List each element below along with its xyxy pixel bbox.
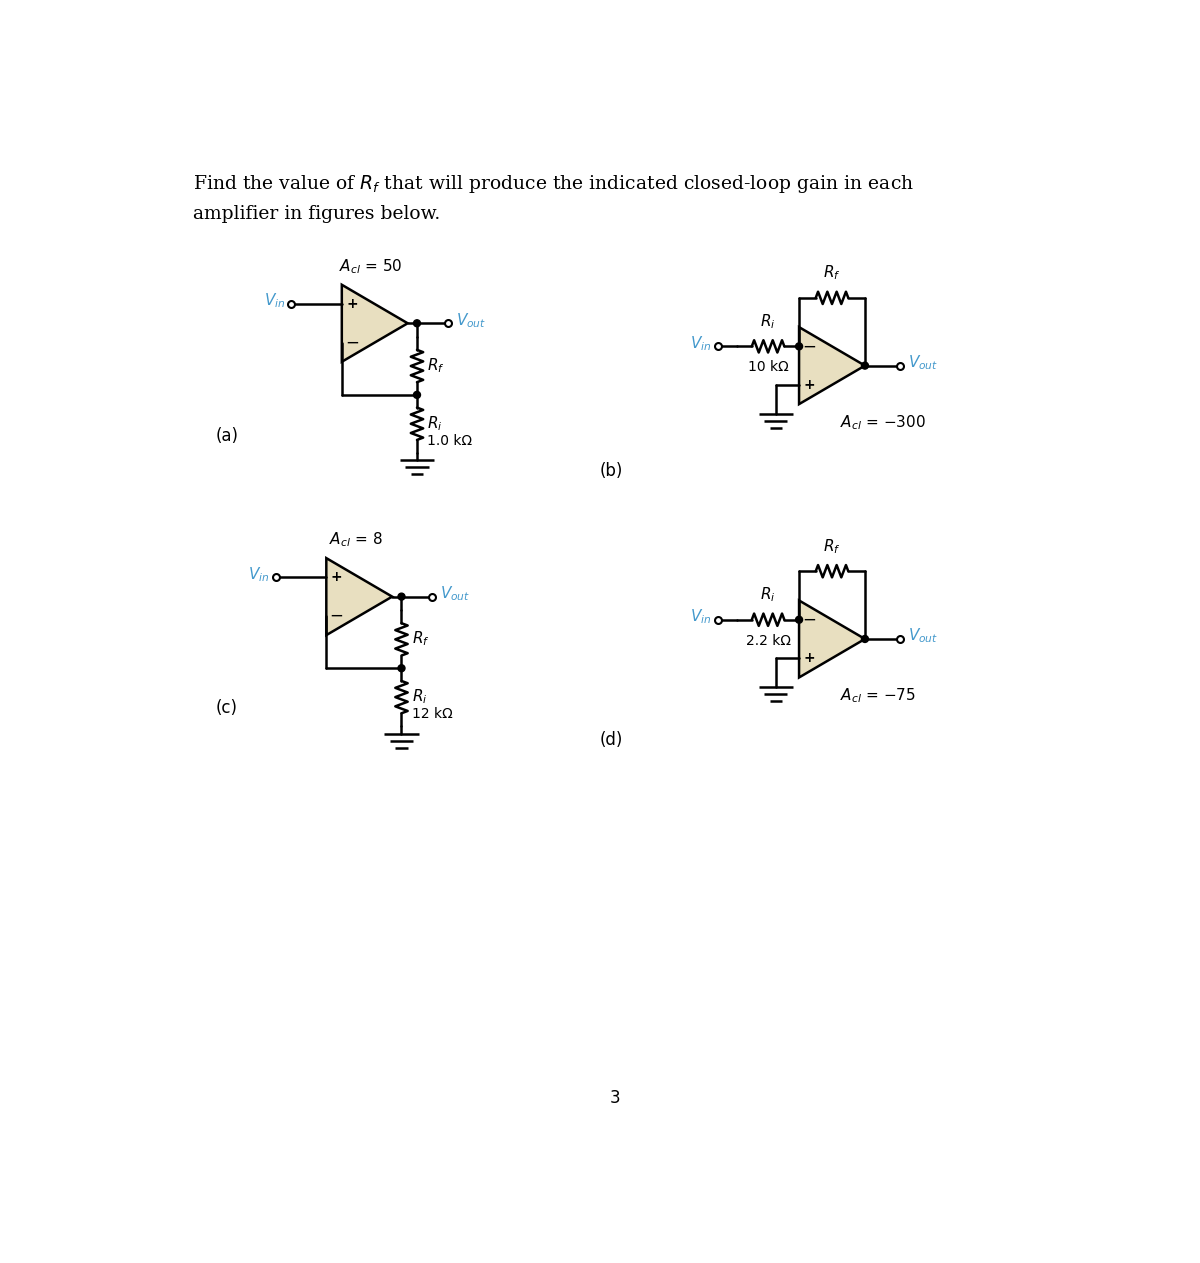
Text: $R_i$: $R_i$ (412, 687, 427, 706)
Circle shape (796, 344, 803, 350)
Text: $V_{in}$: $V_{in}$ (248, 565, 270, 584)
Polygon shape (799, 327, 865, 404)
Circle shape (862, 635, 869, 643)
Text: (a): (a) (216, 427, 239, 446)
Polygon shape (342, 284, 408, 361)
Text: 3: 3 (610, 1089, 620, 1108)
Text: Find the value of $R_f$ that will produce the indicated closed-loop gain in each: Find the value of $R_f$ that will produc… (193, 173, 913, 195)
Text: $V_{out}$: $V_{out}$ (907, 626, 937, 645)
Text: $A_{cl}$ = 8: $A_{cl}$ = 8 (329, 530, 382, 549)
Text: +: + (330, 571, 342, 585)
Text: $V_{in}$: $V_{in}$ (264, 292, 286, 311)
Text: amplifier in figures below.: amplifier in figures below. (193, 206, 440, 224)
Circle shape (796, 616, 803, 623)
Circle shape (398, 594, 404, 600)
Text: $A_{cl}$ = −300: $A_{cl}$ = −300 (840, 413, 925, 432)
Text: 1.0 kΩ: 1.0 kΩ (427, 434, 472, 448)
Text: $V_{out}$: $V_{out}$ (907, 354, 937, 371)
Text: $A_{cl}$ = −75: $A_{cl}$ = −75 (840, 687, 916, 706)
Text: $V_{in}$: $V_{in}$ (690, 608, 712, 626)
Text: $R_i$: $R_i$ (761, 312, 776, 331)
Text: 10 kΩ: 10 kΩ (748, 360, 788, 374)
Circle shape (398, 664, 404, 672)
Text: $R_f$: $R_f$ (823, 537, 841, 556)
Text: $R_i$: $R_i$ (761, 586, 776, 604)
Text: −: − (344, 333, 359, 351)
Text: 12 kΩ: 12 kΩ (412, 707, 452, 721)
Text: (d): (d) (600, 731, 623, 749)
Text: $V_{out}$: $V_{out}$ (456, 311, 486, 330)
Polygon shape (799, 600, 865, 677)
Text: $R_f$: $R_f$ (823, 264, 841, 283)
Text: −: − (803, 611, 816, 629)
Text: +: + (346, 297, 358, 311)
Text: −: − (330, 606, 343, 625)
Polygon shape (326, 558, 392, 635)
Text: (b): (b) (600, 462, 623, 480)
Circle shape (862, 362, 869, 369)
Text: $R_f$: $R_f$ (412, 630, 430, 648)
Text: +: + (803, 378, 815, 392)
Text: $R_i$: $R_i$ (427, 414, 443, 433)
Text: (c): (c) (216, 698, 238, 717)
Text: −: − (803, 337, 816, 355)
Circle shape (414, 320, 420, 327)
Text: $V_{in}$: $V_{in}$ (690, 333, 712, 352)
Text: $V_{out}$: $V_{out}$ (440, 585, 470, 602)
Text: 2.2 kΩ: 2.2 kΩ (745, 634, 791, 648)
Text: +: + (803, 652, 815, 666)
Text: $A_{cl}$ = 50: $A_{cl}$ = 50 (340, 256, 402, 275)
Circle shape (414, 392, 420, 398)
Text: $R_f$: $R_f$ (427, 356, 445, 375)
